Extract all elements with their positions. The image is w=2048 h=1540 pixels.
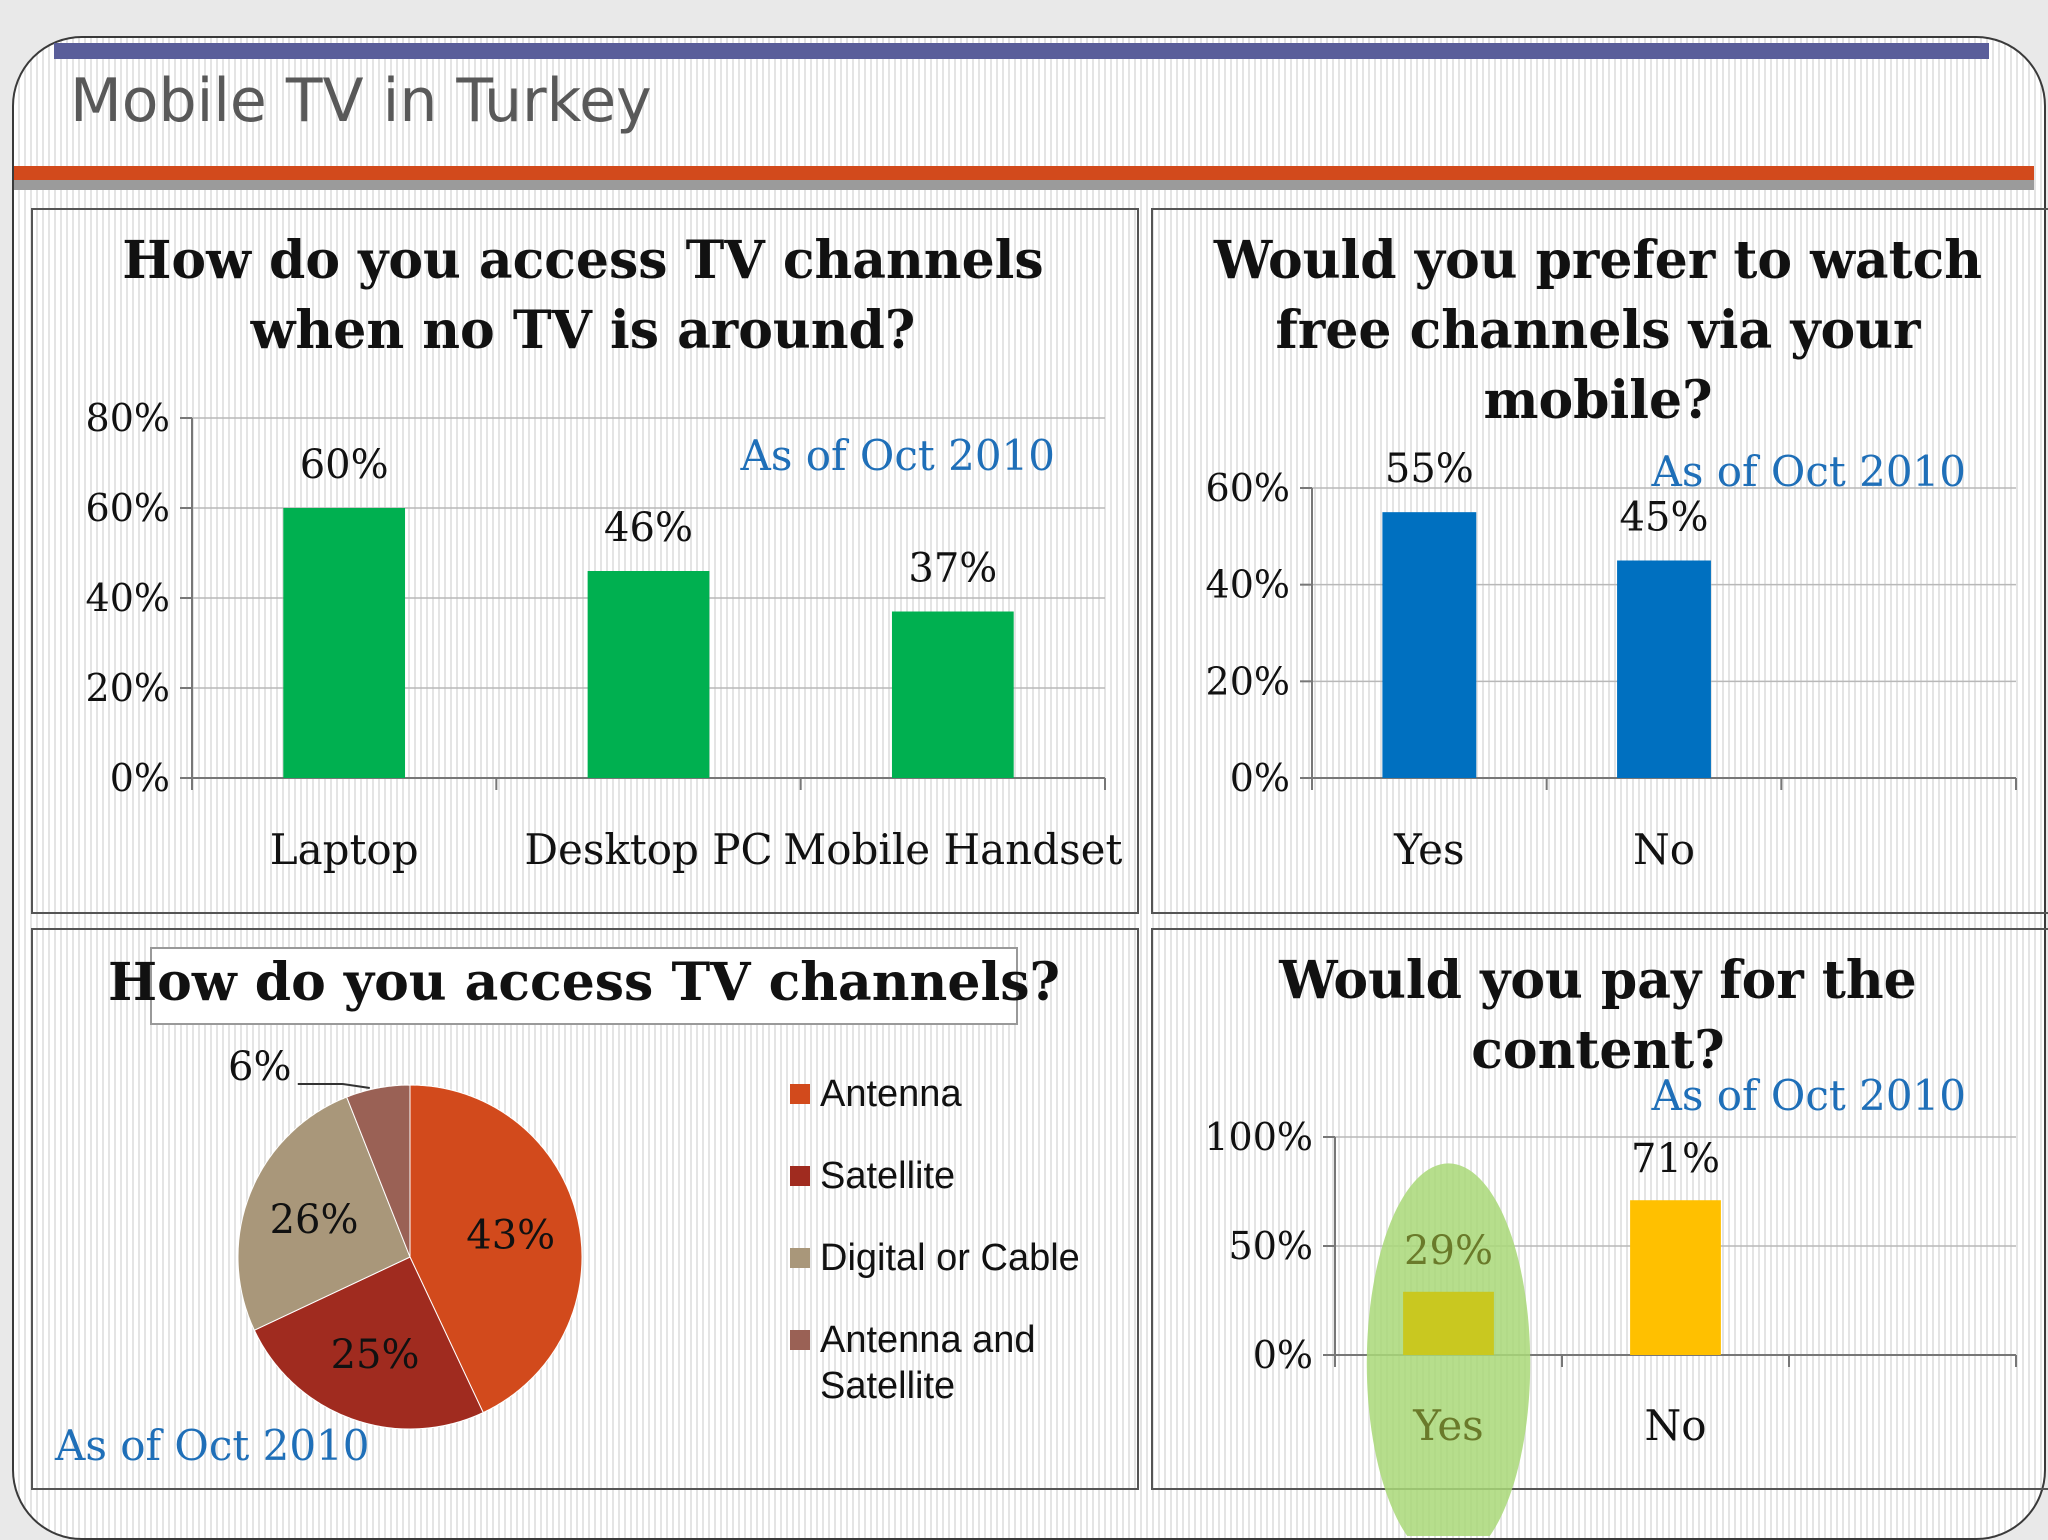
chart3-legend-swatch xyxy=(790,1166,810,1186)
chart4-bar xyxy=(1403,1291,1494,1355)
chart1-category-label: Mobile Handset xyxy=(783,825,1122,874)
chart3-legend-label: Satellite xyxy=(820,1155,955,1197)
chart4-ytick-label: 50% xyxy=(1229,1224,1313,1268)
chart3-slice xyxy=(237,1096,411,1331)
chart2-title-line: mobile? xyxy=(1483,370,1712,431)
panel-access-tv xyxy=(31,928,1139,1490)
chart3-slice xyxy=(253,1256,484,1430)
chart4-category-label: No xyxy=(1644,1401,1706,1450)
chart1-note: As of Oct 2010 xyxy=(740,431,1056,480)
chart2-category-label: Yes xyxy=(1393,825,1465,874)
chart3-legend-label: Antenna xyxy=(820,1073,962,1115)
chart4-ytick-label: 0% xyxy=(1253,1333,1313,1377)
chart2-title-line: free channels via your xyxy=(1276,300,1922,361)
panel-prefer-free-mobile xyxy=(1151,208,2048,914)
chart2-category-label: No xyxy=(1633,825,1695,874)
chart3-title: How do you access TV channels? xyxy=(108,952,1060,1013)
chart2-bar xyxy=(1382,512,1477,778)
chart3-legend-label: Antenna and xyxy=(820,1319,1036,1361)
chart2-ytick-label: 20% xyxy=(1206,659,1290,703)
chart3-leader-line xyxy=(297,1083,370,1090)
chart3-slice xyxy=(409,1084,583,1414)
panel-access-no-tv xyxy=(31,208,1139,914)
chart4-note: As of Oct 2010 xyxy=(1651,1071,1967,1120)
chart1-data-label: 60% xyxy=(300,442,389,488)
chart1-title-line: How do you access TV channels xyxy=(122,230,1043,291)
chart2-bar xyxy=(1617,560,1711,778)
chart1-ytick-label: 0% xyxy=(110,756,170,800)
slide-title: Mobile TV in Turkey xyxy=(70,66,652,136)
chart2-data-label: 55% xyxy=(1385,446,1474,492)
chart2-data-label: 45% xyxy=(1620,495,1709,541)
chart3-legend-swatch xyxy=(790,1084,810,1104)
chart3-data-label: 6% xyxy=(228,1044,291,1090)
chart2-title-line: Would you prefer to watch xyxy=(1213,230,1982,291)
chart4-category-label: Yes xyxy=(1412,1401,1484,1450)
chart1-bar xyxy=(587,571,710,778)
chart1-category-label: Desktop PC xyxy=(524,825,772,874)
chart1-ytick-label: 40% xyxy=(86,576,170,620)
panel-pay-content xyxy=(1151,928,2048,1490)
chart3-legend-swatch xyxy=(790,1248,810,1268)
chart3-legend-label: Digital or Cable xyxy=(820,1237,1080,1279)
chart2-ytick-label: 0% xyxy=(1230,756,1290,800)
chart3-data-label: 26% xyxy=(270,1197,359,1243)
chart3-note: As of Oct 2010 xyxy=(54,1421,370,1470)
chart4-title-line: content? xyxy=(1471,1020,1725,1081)
chart3-data-label: 25% xyxy=(331,1332,420,1378)
chart1-bar xyxy=(283,508,406,778)
chart4-data-label: 71% xyxy=(1631,1136,1720,1182)
chart1-ytick-label: 60% xyxy=(86,486,170,530)
chart3-title-box xyxy=(150,947,1018,1025)
chart4-title-line: Would you pay for the xyxy=(1278,950,1917,1011)
top-accent-bar xyxy=(54,43,1989,59)
title-shadow-bar xyxy=(14,180,2034,190)
chart3-slice xyxy=(346,1084,411,1258)
chart3-data-label: 43% xyxy=(466,1212,555,1258)
chart2-ytick-label: 40% xyxy=(1206,563,1290,607)
chart4-bar xyxy=(1630,1200,1721,1355)
chart1-data-label: 37% xyxy=(908,546,997,592)
chart1-ytick-label: 20% xyxy=(86,666,170,710)
chart1-ytick-label: 80% xyxy=(86,396,170,440)
title-underline-bar xyxy=(14,166,2034,180)
chart1-data-label: 46% xyxy=(604,505,693,551)
chart3-legend-label: Satellite xyxy=(820,1365,955,1407)
chart3-legend-swatch xyxy=(790,1330,810,1350)
chart1-category-label: Laptop xyxy=(270,825,419,874)
chart2-ytick-label: 60% xyxy=(1206,466,1290,510)
chart4-ytick-label: 100% xyxy=(1204,1115,1313,1159)
chart1-bar xyxy=(891,611,1014,778)
chart1-title-line: when no TV is around? xyxy=(250,300,916,361)
chart4-data-label: 29% xyxy=(1404,1228,1493,1274)
